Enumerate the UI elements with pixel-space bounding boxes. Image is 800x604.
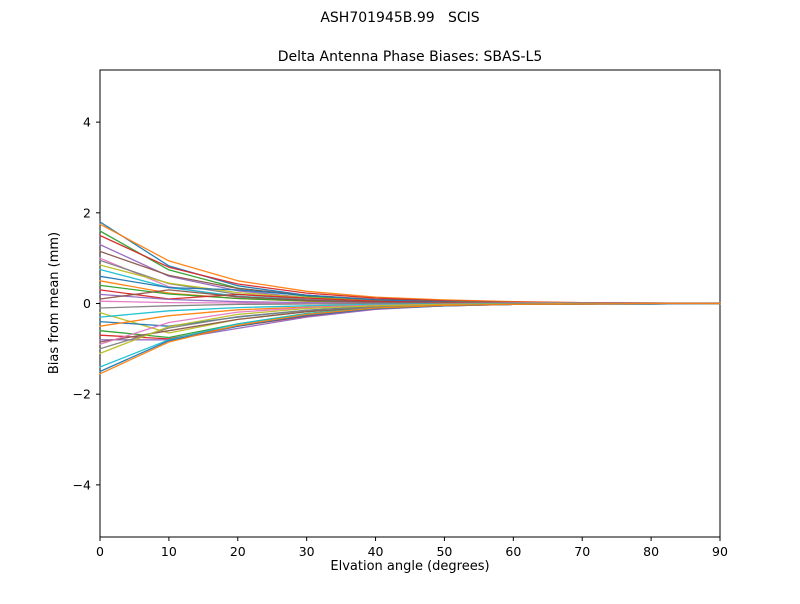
axes-title: Delta Antenna Phase Biases: SBAS-L5 bbox=[278, 49, 543, 65]
axis-ticks-group: 0 10 20 30 40 50 60 70 80 90 −4 −2 0 2 4 bbox=[73, 115, 728, 559]
y-axis-label: Bias from mean (mm) bbox=[47, 232, 62, 374]
x-tick-label: 70 bbox=[574, 544, 590, 559]
x-tick-label: 40 bbox=[368, 544, 384, 559]
figure-title: ASH701945B.99 SCIS bbox=[320, 10, 479, 26]
x-tick-label: 80 bbox=[643, 544, 659, 559]
bias-series-line bbox=[99, 234, 721, 305]
x-tick-label: 50 bbox=[436, 544, 452, 559]
y-tick-label: −4 bbox=[73, 477, 91, 492]
y-tick-label: 2 bbox=[83, 205, 91, 220]
bias-series-line bbox=[99, 302, 721, 375]
line-series-group bbox=[99, 221, 721, 375]
x-tick-label: 30 bbox=[299, 544, 315, 559]
x-tick-label: 10 bbox=[161, 544, 177, 559]
x-tick-label: 90 bbox=[712, 544, 728, 559]
x-axis-label: Elvation angle (degrees) bbox=[330, 559, 489, 574]
x-tick-label: 20 bbox=[230, 544, 246, 559]
y-tick-label: 0 bbox=[83, 296, 91, 311]
bias-series-line bbox=[99, 302, 721, 339]
y-tick-label: 4 bbox=[83, 115, 91, 130]
x-tick-label: 60 bbox=[505, 544, 521, 559]
y-tick-label: −2 bbox=[73, 387, 91, 402]
x-tick-label: 0 bbox=[96, 544, 104, 559]
